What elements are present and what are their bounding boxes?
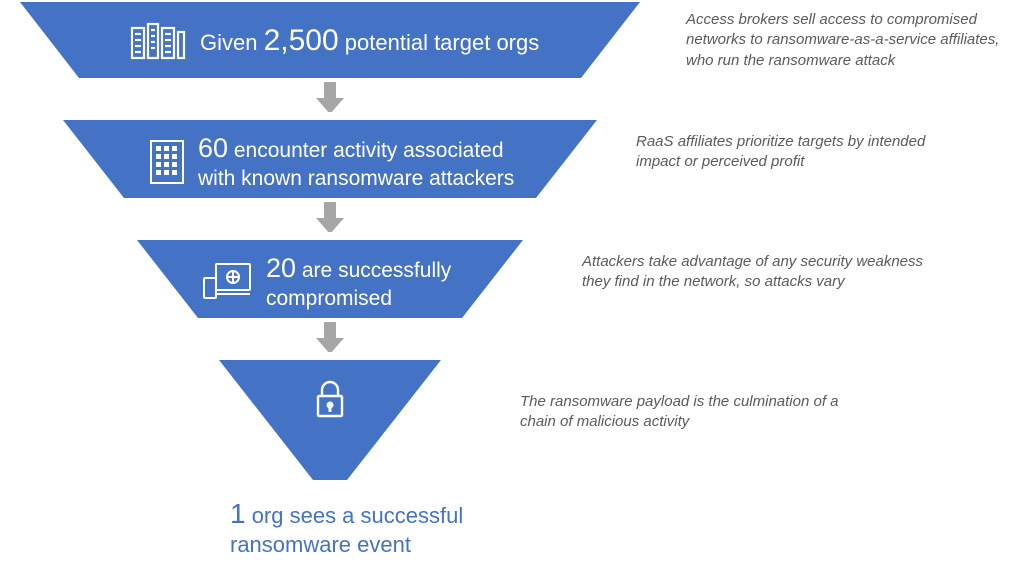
funnel-stage-2-caption: RaaS affiliates prioritize targets by in… (636, 132, 936, 173)
funnel-stage-1-text: Given 2,500 potential target orgs (200, 22, 539, 60)
lock-icon (314, 380, 346, 420)
devices-icon (202, 262, 252, 302)
funnel-bottom-label: 1 org sees a successful ransomware event (230, 496, 463, 559)
down-arrow-icon (316, 202, 344, 232)
buildings-icon (130, 22, 186, 60)
funnel-stage-4-content (314, 380, 346, 420)
funnel-stage-1-caption: Access brokers sell access to compromise… (686, 10, 1006, 71)
funnel-stage-4-shape (219, 360, 441, 480)
grid-icon (150, 140, 184, 184)
down-arrow-icon (316, 82, 344, 112)
funnel-stage-3-caption: Attackers take advantage of any security… (582, 252, 932, 293)
funnel-stage-3-text: 20 are successfully compromised (266, 252, 451, 312)
funnel-stage-1-content: Given 2,500 potential target orgs (130, 22, 539, 60)
funnel-stage-4-caption: The ransomware payload is the culminatio… (520, 392, 860, 433)
funnel-stage-2-content: 60 encounter activity associated with kn… (150, 132, 514, 192)
funnel-container: Given 2,500 potential target orgs Access… (0, 2, 1024, 574)
down-arrow-icon (316, 322, 344, 352)
funnel-stage-2-text: 60 encounter activity associated with kn… (198, 132, 514, 192)
funnel-stage-3-content: 20 are successfully compromised (202, 252, 451, 312)
